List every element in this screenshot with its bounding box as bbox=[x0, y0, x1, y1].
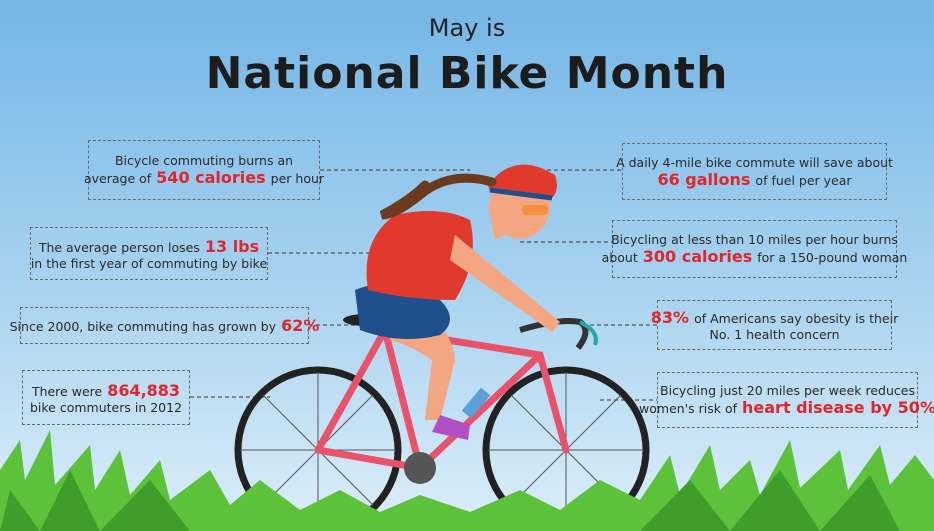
highlight: heart disease by 50% bbox=[742, 398, 934, 417]
fact-line: 66 gallons of fuel per year bbox=[657, 170, 851, 189]
highlight: 864,883 bbox=[107, 380, 181, 400]
fact-text: of fuel per year bbox=[755, 172, 852, 188]
highlight: 62% bbox=[281, 316, 320, 335]
highlight: 300 calories bbox=[642, 247, 753, 266]
fact-text: Bicycling just 20 miles per week reduces bbox=[660, 383, 915, 398]
fact-box: The average person loses 13 lbs in the fir… bbox=[30, 227, 268, 280]
fact-line: average of 540 calories per hour bbox=[84, 168, 324, 187]
fact-line: 83% of Americans say obesity is their bbox=[651, 308, 898, 327]
highlight: 540 calories bbox=[156, 168, 266, 187]
grass bbox=[0, 430, 934, 531]
fact-text: Bicycle commuting burns an bbox=[114, 153, 294, 168]
fact-box: A daily 4-mile bike commute will save ab… bbox=[616, 143, 893, 200]
fact-line: Since 2000, bike commuting has grown by 6… bbox=[10, 316, 320, 335]
rider bbox=[355, 164, 560, 440]
fact-text: There were bbox=[31, 383, 103, 399]
highlight: 66 gallons bbox=[657, 169, 751, 189]
fact-line: Bicycling at less than 10 miles per hour… bbox=[611, 232, 898, 247]
fact-line: There were 864,883 bbox=[32, 381, 180, 400]
fact-text: about bbox=[601, 250, 638, 265]
fact-box: Bicycling at less than 10 miles per hour… bbox=[602, 220, 907, 278]
title: National Bike Month bbox=[205, 48, 729, 99]
fact-box: Bicycle commuting burns an average of 540 … bbox=[84, 140, 324, 200]
fact-text: in the first year of commuting by bike bbox=[30, 255, 268, 271]
fact-text: A daily 4-mile bike commute will save ab… bbox=[616, 154, 893, 170]
fact-text: of Americans say obesity is their bbox=[694, 311, 899, 326]
highlight: 83% bbox=[650, 308, 690, 327]
pretitle: May is bbox=[428, 14, 506, 42]
fact-box: There were 864,883 bike commuters in 2012 bbox=[22, 370, 190, 425]
fact-line: No. 1 health concern bbox=[709, 327, 839, 342]
fact-text: Since 2000, bike commuting has grown by bbox=[9, 319, 277, 334]
fact-line: A daily 4-mile bike commute will save ab… bbox=[616, 155, 893, 170]
fact-line: The average person loses 13 lbs bbox=[39, 237, 259, 256]
fact-text: women's risk of bbox=[639, 401, 738, 416]
fact-text: for a 150-pound woman bbox=[757, 250, 908, 265]
fact-line: Bicycling just 20 miles per week reduces bbox=[660, 383, 915, 398]
fact-line: Bicycle commuting burns an bbox=[115, 153, 293, 168]
fact-text: bike commuters in 2012 bbox=[29, 399, 183, 415]
fact-line: women's risk of heart disease by 50% bbox=[639, 398, 934, 417]
fact-box: Since 2000, bike commuting has grown by 6… bbox=[10, 307, 319, 344]
fact-text: Bicycling at less than 10 miles per hour… bbox=[611, 232, 898, 247]
fact-box: Bicycling just 20 miles per week reduces… bbox=[639, 372, 934, 428]
fact-line: about 300 calories for a 150-pound woman bbox=[602, 247, 908, 266]
highlight: 13 lbs bbox=[204, 236, 260, 256]
fact-text: The average person loses bbox=[38, 239, 200, 255]
fact-line: in the first year of commuting by bike bbox=[31, 256, 267, 271]
fact-line: bike commuters in 2012 bbox=[30, 400, 182, 415]
fact-text: per hour bbox=[270, 171, 325, 186]
fact-box: 83% of Americans say obesity is their No. … bbox=[651, 300, 898, 350]
fact-text: No. 1 health concern bbox=[709, 327, 840, 342]
fact-text: average of bbox=[83, 171, 152, 186]
